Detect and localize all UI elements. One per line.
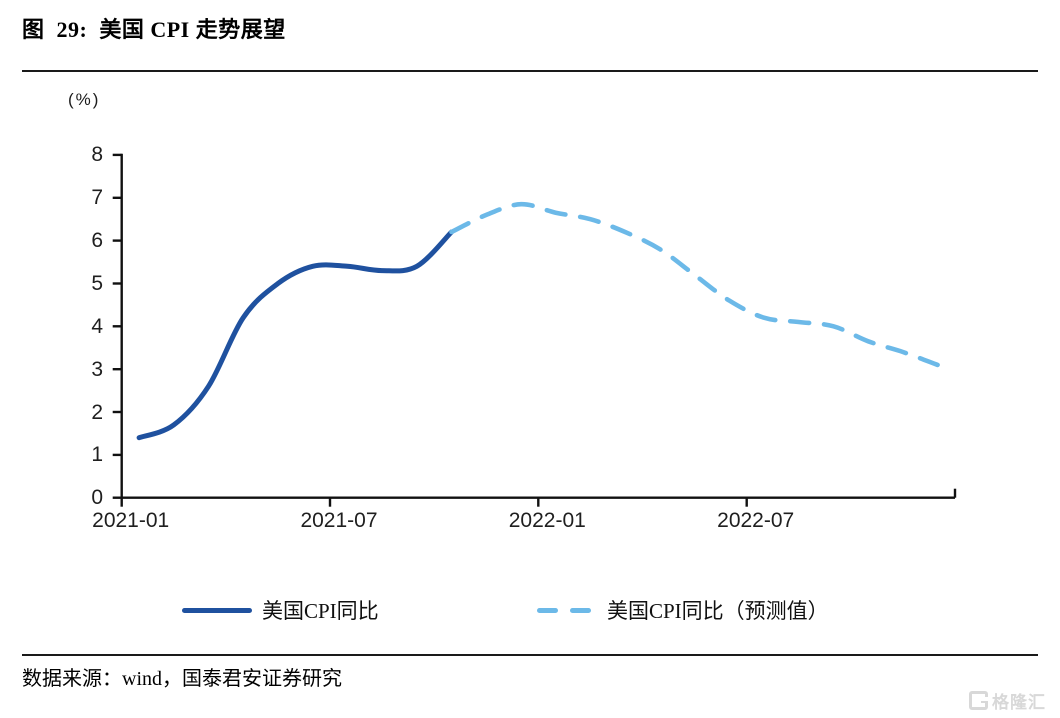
y-tick-label: 4 [91, 314, 103, 338]
watermark: 格隆汇 [969, 688, 1046, 713]
actual-cpi-line [136, 229, 454, 441]
legend-item-forecast: 美国CPI同比（预测值） [537, 595, 829, 625]
forecast-cpi-line [449, 201, 940, 368]
y-tick-label: 3 [91, 357, 103, 381]
y-tick-label: 5 [91, 272, 103, 295]
legend-label-forecast: 美国CPI同比（预测值） [607, 599, 829, 623]
y-tick-label: 8 [91, 143, 103, 167]
x-tick-label: 2022-01 [508, 509, 586, 532]
legend-label-actual: 美国CPI同比 [262, 599, 379, 623]
y-tick-label: 2 [91, 400, 103, 424]
axes [112, 153, 957, 507]
y-axis-unit-label: (%) [68, 90, 101, 109]
y-tick-label: 0 [91, 486, 103, 510]
dashed-line-sample [537, 607, 591, 613]
bottom-divider [22, 654, 1038, 656]
y-tick-label: 7 [91, 186, 103, 210]
y-tick-label: 1 [91, 443, 103, 467]
y-tick-label: 6 [91, 229, 103, 253]
source-note: 数据来源：wind，国泰君安证券研究 [22, 668, 342, 690]
x-tick-label: 2021-01 [92, 509, 170, 532]
solid-line-sample [182, 607, 252, 613]
top-divider [22, 70, 1038, 72]
figure-title: 图 29: 美国 CPI 走势展望 [22, 17, 286, 42]
x-tick-label: 2022-07 [717, 509, 795, 532]
x-tick-label: 2021-07 [300, 509, 378, 532]
watermark-text: 格隆汇 [992, 693, 1046, 712]
gelonghui-logo-icon [969, 691, 988, 710]
legend-item-actual: 美国CPI同比 [182, 595, 379, 625]
